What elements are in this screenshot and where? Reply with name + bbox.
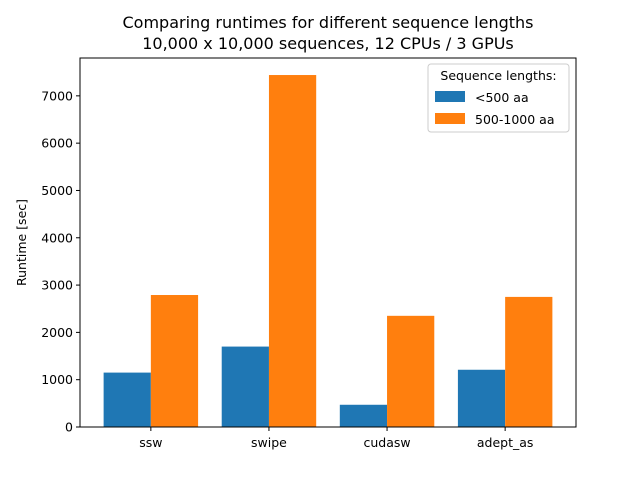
bar-cudasw-series-1 <box>339 404 388 427</box>
legend-label-series-1: <500 aa <box>475 90 529 105</box>
y-tick-label: 6000 <box>41 136 73 151</box>
y-tick-label: 1000 <box>41 372 73 387</box>
legend-label-series-2: 500-1000 aa <box>475 112 554 127</box>
y-tick-label: 4000 <box>41 230 73 245</box>
y-tick-label: 3000 <box>41 278 73 293</box>
x-tick-label: swipe <box>251 435 287 450</box>
legend-swatch-series-1 <box>435 91 465 102</box>
y-axis-label: Runtime [sec] <box>14 199 29 286</box>
chart-title: Comparing runtimes for different sequenc… <box>123 13 534 32</box>
plot-frame <box>79 57 577 428</box>
bars-group <box>103 75 553 428</box>
chart-subtitle: 10,000 x 10,000 sequences, 12 CPUs / 3 G… <box>142 34 514 53</box>
bar-adept_as-series-1 <box>457 369 506 427</box>
bar-adept_as-series-2 <box>505 296 553 427</box>
x-tick-label: ssw <box>139 435 162 450</box>
y-tick-label: 7000 <box>41 88 73 103</box>
y-tick-label: 5000 <box>41 183 73 198</box>
bar-ssw-series-1 <box>103 372 151 427</box>
bar-swipe-series-1 <box>221 346 269 427</box>
legend: Sequence lengths: <500 aa 500-1000 aa <box>427 63 570 133</box>
legend-swatch-series-2 <box>435 113 465 124</box>
x-tick-label: cudasw <box>363 435 410 450</box>
y-tick-label: 0 <box>65 420 73 435</box>
y-axis: 0 1000 2000 3000 4000 5000 6000 7000 <box>41 88 80 435</box>
x-tick-label: adept_as <box>477 435 534 450</box>
legend-title: Sequence lengths: <box>440 68 556 83</box>
bar-cudasw-series-2 <box>387 315 435 427</box>
x-axis: ssw swipe cudasw adept_as <box>139 427 533 450</box>
bar-ssw-series-2 <box>150 295 199 427</box>
y-tick-label: 2000 <box>41 325 73 340</box>
bar-swipe-series-2 <box>268 75 317 428</box>
